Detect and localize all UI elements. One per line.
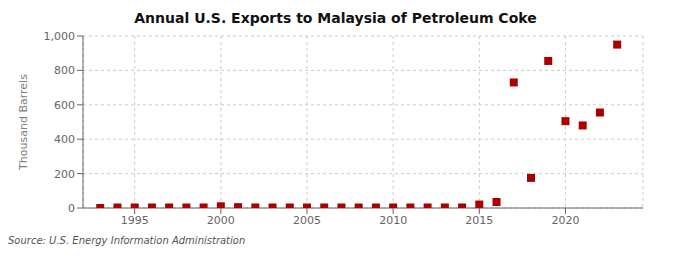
html-text:Source: U.S. Energy Informatio: Source: U.S. Energy Information Administ… [8, 235, 246, 246]
svg-text:400: 400 [54, 133, 75, 146]
svg-text:2020: 2020 [551, 214, 579, 227]
svg-text:Thousand Barrels: Thousand Barrels [17, 74, 30, 171]
svg-text:2000: 2000 [207, 214, 235, 227]
svg-text:200: 200 [54, 168, 75, 181]
svg-text:800: 800 [54, 64, 75, 77]
svg-text:2010: 2010 [379, 214, 407, 227]
svg-text:600: 600 [54, 99, 75, 112]
svg-text:0: 0 [68, 202, 75, 215]
html-text:Annual U.S. Exports to Malaysi: Annual U.S. Exports to Malaysia of Petro… [134, 10, 537, 26]
svg-text:1995: 1995 [121, 214, 149, 227]
svg-text:2015: 2015 [465, 214, 493, 227]
svg-text:1,000: 1,000 [44, 30, 76, 43]
svg-text:2005: 2005 [293, 214, 321, 227]
